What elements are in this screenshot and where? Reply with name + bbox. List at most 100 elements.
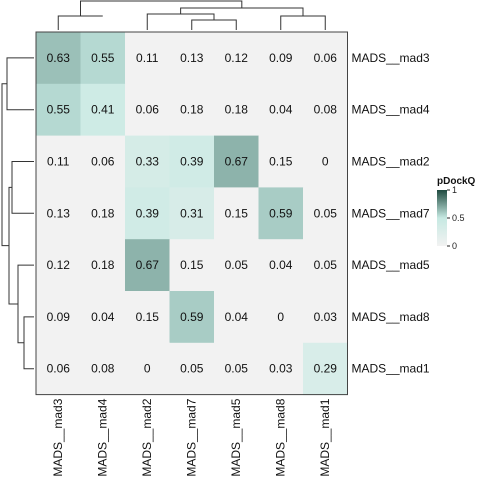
column-dendrogram [57, 0, 326, 30]
column-label: MADS__mad5 [229, 398, 243, 476]
heatmap-cell [258, 187, 304, 240]
legend-tick-label: 0 [452, 241, 457, 251]
row-dendrogram [1, 57, 34, 370]
cell-value-label: 0.18 [225, 103, 249, 117]
cell-value-label: 0.09 [47, 310, 71, 324]
cell-value-label: 0.05 [225, 362, 249, 376]
heatmap-cell [303, 32, 348, 85]
row-label: MADS__mad5 [352, 258, 430, 272]
cell-value-label: 0.09 [269, 51, 293, 65]
heatmap-cell [214, 239, 259, 292]
cell-value-label: 0.05 [225, 258, 249, 272]
cell-value-label: 0.55 [91, 51, 115, 65]
heatmap-cell [214, 83, 259, 137]
heatmap-cell [303, 342, 348, 396]
cell-value-label: 0.63 [47, 51, 71, 65]
heatmap-cell [80, 342, 126, 396]
row-label: MADS__mad1 [352, 362, 430, 376]
legend-title: pDockQ [437, 176, 476, 187]
cell-value-label: 0.15 [269, 155, 293, 169]
row-dendrogram-link [1, 83, 9, 247]
cell-value-label: 0.06 [314, 51, 338, 65]
column-label: MADS__mad7 [185, 398, 199, 476]
row-label: MADS__mad7 [352, 206, 430, 220]
heatmap-cell [214, 32, 259, 85]
cell-value-label: 0.18 [91, 206, 115, 220]
legend-ticks: 10.50 [447, 185, 465, 251]
heatmap-cell [169, 32, 215, 85]
row-dendrogram-link [23, 316, 34, 370]
row-label: MADS__mad2 [352, 155, 430, 169]
cell-value-label: 0.55 [47, 103, 71, 117]
heatmap-cell [214, 187, 259, 240]
heatmap-cell [125, 32, 170, 85]
heatmap-cell [36, 135, 81, 188]
cell-value-label: 0.06 [47, 362, 71, 376]
heatmap-cell [258, 32, 304, 85]
heatmap-border [35, 31, 348, 396]
heatmap-cell [80, 187, 126, 240]
heatmap-cell [125, 187, 170, 240]
heatmap-cell [258, 135, 304, 188]
heatmap-cell [36, 291, 81, 344]
cell-value-label: 0.13 [47, 206, 71, 220]
heatmap-cell [36, 187, 81, 240]
cell-value-label: 0.67 [136, 258, 160, 272]
column-dendrogram-link [80, 0, 243, 16]
cell-value-label: 0.05 [180, 362, 204, 376]
heatmap-cell [125, 83, 170, 137]
cell-value-label: 0.29 [314, 362, 338, 376]
heatmap-cell [169, 187, 215, 240]
cell-value-label: 0.12 [225, 51, 249, 65]
heatmap-cell [125, 342, 170, 396]
legend-color-bar [437, 190, 447, 246]
heatmap-cell [36, 83, 81, 137]
column-label: MADS__mad8 [274, 398, 288, 476]
heatmap-cell [80, 83, 126, 137]
column-labels: MADS__mad3 MADS__mad4 MADS__mad2 MADS__mad7… [51, 398, 332, 476]
heatmap-cell [80, 291, 126, 344]
heatmap-cell [80, 239, 126, 292]
column-dendrogram-link [280, 15, 326, 30]
cell-value-label: 0.06 [91, 155, 115, 169]
cell-value-label: 0.11 [47, 155, 70, 169]
cell-value-label: 0.03 [314, 310, 338, 324]
heatmap-cell [125, 239, 170, 292]
heatmap-cell [36, 239, 81, 292]
row-dendrogram-link [17, 264, 34, 344]
heatmap-cell [303, 239, 348, 292]
cell-value-label: 0.08 [314, 103, 338, 117]
cell-value-label: 0.31 [180, 206, 204, 220]
column-label: MADS__mad3 [51, 398, 65, 476]
heatmap-cell [169, 291, 215, 344]
cell-value-label: 0.39 [136, 206, 160, 220]
cell-value-label: 0.11 [136, 51, 159, 65]
column-label: MADS__mad2 [140, 398, 154, 476]
heatmap-cell [258, 342, 304, 396]
cell-value-label: 0.18 [91, 258, 115, 272]
cell-value-label: 0.06 [136, 103, 160, 117]
row-dendrogram-link [8, 186, 18, 305]
heatmap-cell [125, 135, 170, 188]
heatmap-cell [214, 135, 259, 188]
cell-value-label: 0.12 [47, 258, 71, 272]
legend-tick-label: 1 [452, 185, 457, 195]
cell-value-label: 0 [277, 310, 284, 324]
cell-value-label: 0 [144, 362, 151, 376]
column-label: MADS__mad1 [318, 398, 332, 476]
heatmap-cell [303, 83, 348, 137]
column-dendrogram-link [146, 13, 215, 30]
cell-value-label: 0 [322, 155, 329, 169]
heatmap-cell [169, 135, 215, 188]
row-dendrogram-link [11, 161, 34, 214]
cell-value-label: 0.05 [314, 258, 338, 272]
cell-value-label: 0.39 [180, 155, 204, 169]
row-label: MADS__mad8 [352, 310, 430, 324]
cell-value-label: 0.59 [180, 310, 204, 324]
color-legend: pDockQ 10.50 [437, 176, 476, 251]
cell-value-label: 0.13 [180, 51, 204, 65]
cell-value-label: 0.67 [225, 155, 249, 169]
cell-value-label: 0.04 [269, 103, 293, 117]
cell-value-label: 0.33 [136, 155, 160, 169]
